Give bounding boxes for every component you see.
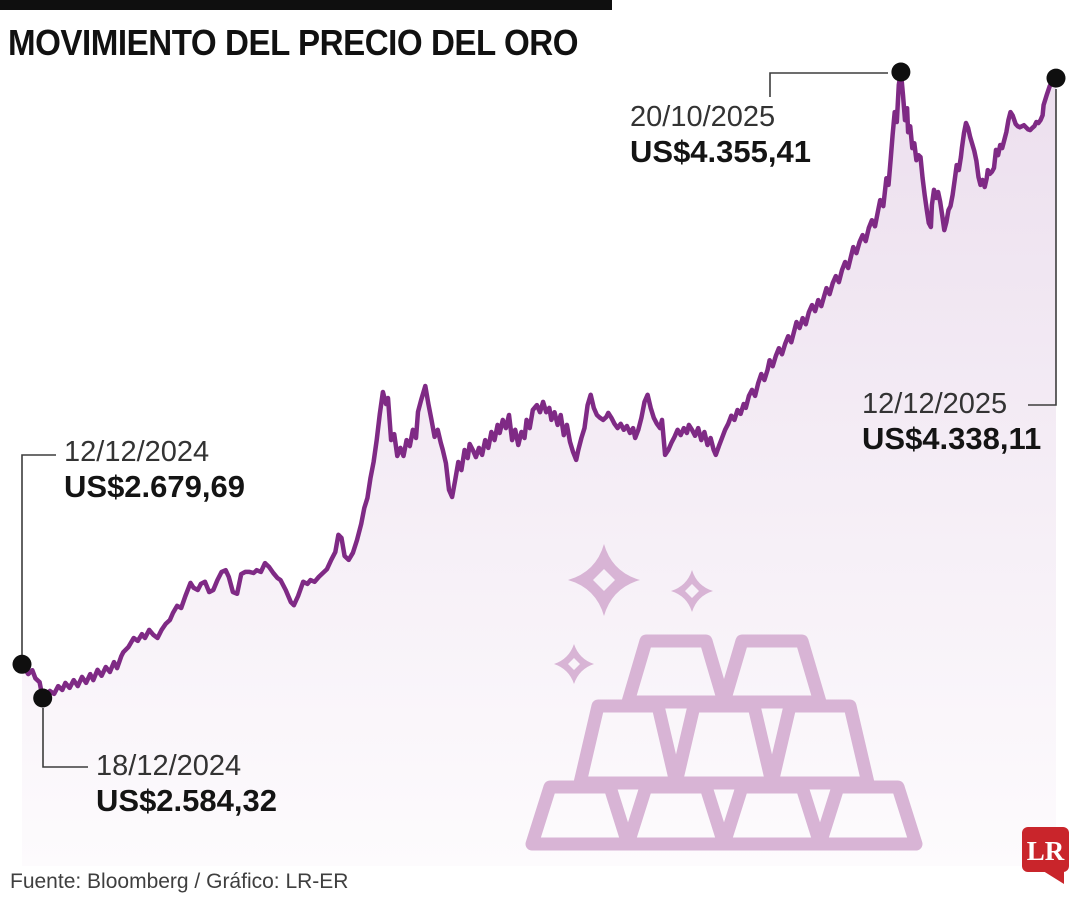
marker-dot: [12, 654, 32, 674]
callout-min: [42, 708, 88, 768]
marker-dots: [12, 62, 1066, 708]
marker-dot: [1046, 68, 1066, 88]
annotation-date: 20/10/2025: [630, 101, 776, 133]
lr-logo: LR: [1022, 827, 1069, 884]
callout-start: [21, 454, 56, 655]
annotation-price: US$4.355,41: [630, 134, 811, 169]
annotation-date: 12/12/2024: [64, 436, 210, 468]
gold-bars-watermark-icon: [525, 544, 923, 851]
annotation-price: US$2.679,69: [64, 469, 245, 504]
marker-dot: [891, 62, 911, 82]
price-line: [19, 69, 1059, 701]
annotation-price: US$2.584,32: [96, 783, 277, 818]
lr-logo-text: LR: [1027, 836, 1065, 866]
annotation-start: 12/12/2024 US$2.679,69: [64, 436, 245, 504]
top-accent-bar: [0, 0, 612, 10]
sparkles-icon: [554, 544, 713, 684]
source-credit: Fuente: Bloomberg / Gráfico: LR-ER: [10, 870, 349, 893]
callout-lines: [21, 72, 1057, 768]
marker-dot: [33, 688, 53, 708]
price-area-fill: [22, 72, 1056, 866]
annotation-max: 20/10/2025 US$4.355,41: [630, 101, 811, 169]
page-title: MOVIMIENTO DEL PRECIO DEL ORO: [8, 22, 579, 63]
annotation-price: US$4.338,11: [862, 421, 1042, 456]
annotation-min: 18/12/2024 US$2.584,32: [96, 750, 277, 818]
annotation-end: 12/12/2025 US$4.338,11: [862, 388, 1041, 456]
callout-max: [769, 72, 888, 97]
annotation-date: 18/12/2024: [96, 750, 242, 782]
annotation-date: 12/12/2025: [862, 388, 1008, 420]
callout-end: [1028, 89, 1057, 406]
